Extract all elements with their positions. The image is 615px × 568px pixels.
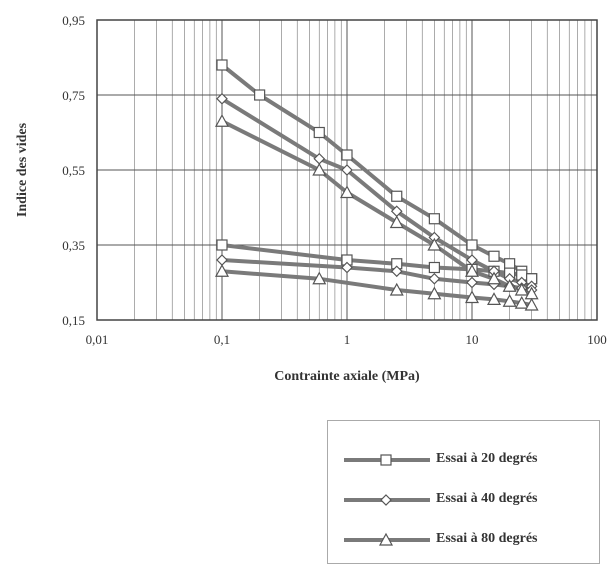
series-2-unloading-point [502,293,517,307]
series-2-unloading-point [524,297,539,311]
series-1-unloading-point [216,254,228,266]
series-2-loading-line [221,119,533,296]
series-2-unloading-point [312,271,327,285]
series-1-loading-point [341,164,353,176]
tick-labels: 0,01 0,1 1 10 100 0,15 0,35 0,55 0,75 0,95 [62,13,607,347]
x-tick-label: 1 [344,332,351,347]
series-2-unloading-point [427,286,442,300]
series-0-loading-point [488,250,500,262]
series-0-unloading-point [216,239,228,251]
series-1-unloading-point [341,261,353,274]
x-tick-label: 100 [587,332,607,347]
x-tick-label: 10 [466,332,479,347]
y-tick-label: 0,55 [62,163,85,178]
series-0-loading-point [341,149,353,161]
series-2-unloading-point [389,282,404,296]
legend-item-80: Essai à 80 degrés [328,525,599,555]
legend-label-40: Essai à 40 degrés [436,491,538,506]
x-tick-label: 0,1 [214,332,230,347]
legend-label-80: Essai à 80 degrés [436,531,538,546]
series-layer [214,59,539,311]
series-2-loading-point [464,263,480,277]
series-2-loading-point [389,215,404,229]
y-tick-label: 0,15 [62,313,85,328]
series-1-loading-point [216,92,228,105]
y-tick-label: 0,95 [62,13,85,28]
series-0-loading-point [428,213,440,225]
legend-swatch-square-icon [344,454,430,466]
series-1-unloading-point [390,265,403,278]
series-0-loading-line [220,63,533,281]
series-1-loading-line [220,97,533,289]
series-0-loading-point [216,59,228,71]
x-tick-label: 0,01 [86,332,109,347]
legend-label-20: Essai à 20 degrés [436,451,538,466]
series-1-unloading-point [428,272,441,285]
legend-swatch-triangle-icon [344,532,430,546]
y-tick-label: 0,75 [62,88,85,103]
series-0-unloading-point [428,261,440,274]
series-2-loading-point [214,113,230,127]
series-0-loading-point [391,190,403,202]
y-axis-title: Indice des vides [15,122,30,217]
series-2-unloading-point [214,263,230,277]
x-axis-title: Contrainte axiale (MPa) [274,369,420,384]
series-0-loading-point [504,258,516,270]
series-2-loading-point [514,282,529,296]
y-tick-label: 0,35 [62,238,85,253]
series-0-loading-point [313,126,325,139]
void-ratio-chart: 0,01 0,1 1 10 100 0,15 0,35 0,55 0,75 0,95 Contra… [15,13,607,384]
series-0-loading-point [466,239,478,251]
series-2-loading-point [312,162,327,176]
legend-swatch-diamond-icon [344,494,430,506]
legend-item-20: Essai à 20 degrés [328,445,599,475]
series-2-loading-point [427,237,442,251]
series-2-unloading-point [464,290,480,304]
plot-frame [96,19,598,321]
legend-item-40: Essai à 40 degrés [328,485,599,515]
series-2-unloading-point [514,295,529,309]
series-2-loading-point [339,185,355,199]
series-2-unloading-point [487,292,502,305]
legend: Essai à 20 degrés Essai à 40 degrés Essa… [327,420,600,564]
series-0-loading-point [254,89,266,101]
series-2-loading-point [502,278,517,292]
series-1-unloading-point [466,276,478,289]
series-2-loading-point [487,271,502,285]
